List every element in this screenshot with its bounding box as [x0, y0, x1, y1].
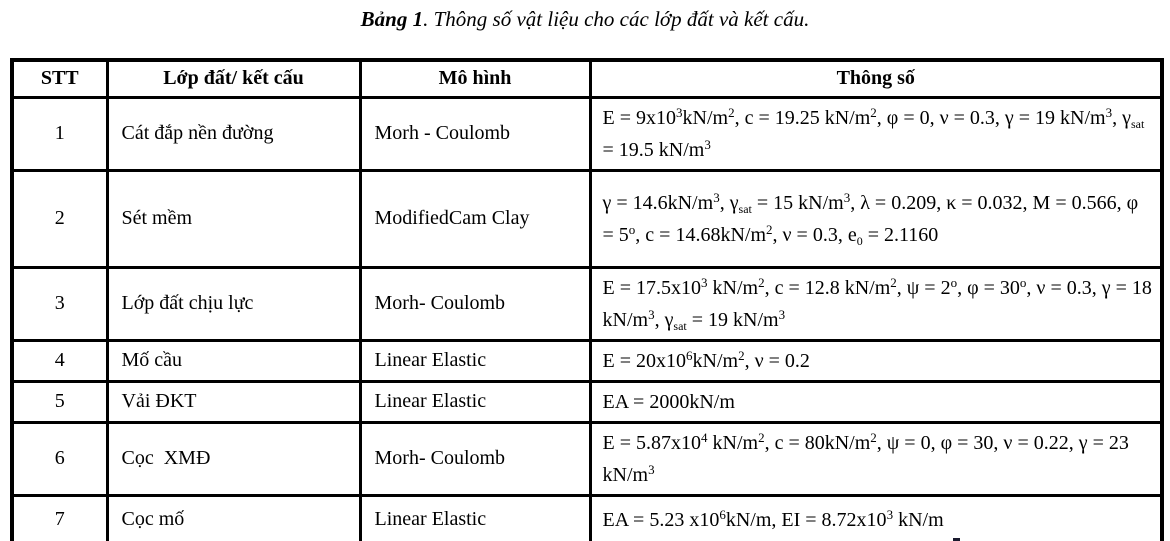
- table-row: 5 Vải ĐKT Linear Elastic EA = 2000kN/m: [10, 379, 1164, 424]
- cell-stt: 2: [10, 168, 109, 269]
- cell-stt: 4: [10, 338, 109, 383]
- cell-layer: Sét mềm: [105, 168, 362, 269]
- cell-model: ModifiedCam Clay: [358, 168, 592, 269]
- cell-model: Morh- Coulomb: [358, 265, 592, 342]
- cell-model: Linear Elastic: [358, 493, 592, 541]
- cell-layer: Vải ĐKT: [105, 379, 362, 424]
- cell-layer: Cọc XMĐ: [105, 420, 362, 497]
- cell-params: E = 5.87x104 kN/m2, c = 80kN/m2, ψ = 0, …: [588, 420, 1164, 497]
- cutoff-text-artifact: [953, 538, 960, 541]
- table-row: 4 Mố cầu Linear Elastic E = 20x106kN/m2,…: [10, 338, 1164, 383]
- materials-table: STT Lớp đất/ kết cấu Mô hình Thông số 1 …: [10, 58, 1164, 541]
- header-layer: Lớp đất/ kết cấu: [105, 58, 362, 99]
- cell-layer: Mố cầu: [105, 338, 362, 383]
- table-row: 6 Cọc XMĐ Morh- Coulomb E = 5.87x104 kN/…: [10, 420, 1164, 497]
- cell-params: E = 20x106kN/m2, ν = 0.2: [588, 338, 1164, 383]
- table-row: 2 Sét mềm ModifiedCam Clay γ = 14.6kN/m3…: [10, 168, 1164, 269]
- cell-stt: 1: [10, 95, 109, 172]
- header-stt: STT: [10, 58, 109, 99]
- cell-layer: Cọc mố: [105, 493, 362, 541]
- cell-params: γ = 14.6kN/m3, γsat = 15 kN/m3, λ = 0.20…: [588, 168, 1164, 269]
- cell-stt: 3: [10, 265, 109, 342]
- cell-params: EA = 2000kN/m: [588, 379, 1164, 424]
- cell-model: Linear Elastic: [358, 338, 592, 383]
- table-row: 1 Cát đắp nền đường Morh - Coulomb E = 9…: [10, 95, 1164, 172]
- cell-params: EA = 5.23 x106kN/m, EI = 8.72x103 kN/m: [588, 493, 1164, 541]
- cell-model: Morh- Coulomb: [358, 420, 592, 497]
- cell-params: E = 9x103kN/m2, c = 19.25 kN/m2, φ = 0, …: [588, 95, 1164, 172]
- cell-model: Morh - Coulomb: [358, 95, 592, 172]
- cell-stt: 6: [10, 420, 109, 497]
- header-params: Thông số: [588, 58, 1164, 99]
- cell-stt: 5: [10, 379, 109, 424]
- cell-layer: Lớp đất chịu lực: [105, 265, 362, 342]
- table-header-row: STT Lớp đất/ kết cấu Mô hình Thông số: [10, 58, 1164, 99]
- table-caption: Bảng 1. Thông số vật liệu cho các lớp đấ…: [0, 7, 1170, 32]
- header-model: Mô hình: [358, 58, 592, 99]
- cell-params: E = 17.5x103 kN/m2, c = 12.8 kN/m2, ψ = …: [588, 265, 1164, 342]
- table-row: 3 Lớp đất chịu lực Morh- Coulomb E = 17.…: [10, 265, 1164, 342]
- table-caption-text: . Thông số vật liệu cho các lớp đất và k…: [423, 7, 810, 31]
- cell-layer: Cát đắp nền đường: [105, 95, 362, 172]
- cell-model: Linear Elastic: [358, 379, 592, 424]
- table-caption-label: Bảng 1: [360, 7, 424, 31]
- table-row: 7 Cọc mố Linear Elastic EA = 5.23 x106kN…: [10, 493, 1164, 541]
- cell-stt: 7: [10, 493, 109, 541]
